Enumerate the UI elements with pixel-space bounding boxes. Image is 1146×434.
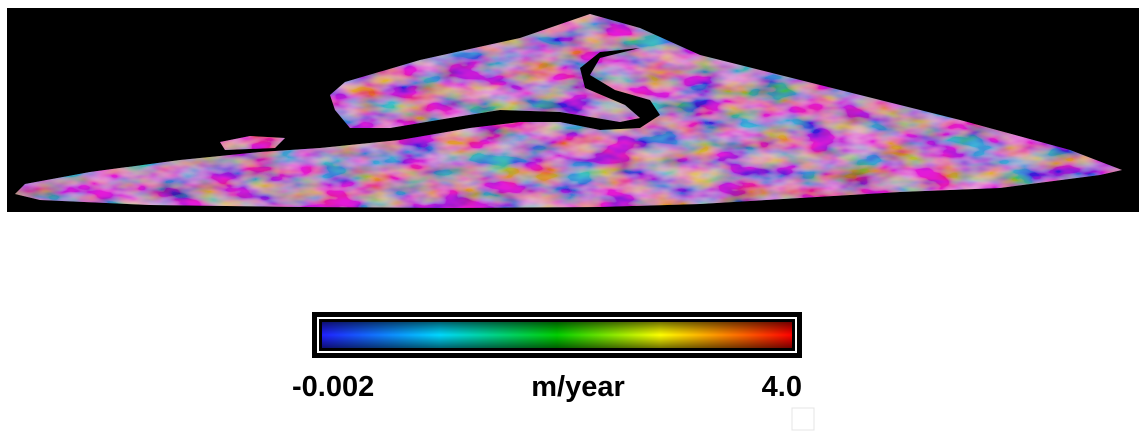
faint-box [792,408,814,430]
colorbar-unit: m/year [531,371,625,403]
colorbar-max-label: 4.0 [762,371,802,403]
page: -0.002 m/year 4.0 (() => { const data = … [0,0,1146,434]
figure: -0.002 m/year 4.0 [0,0,1146,434]
colorbar-min-label: -0.002 [292,371,374,403]
colorbar-shade [322,322,792,348]
